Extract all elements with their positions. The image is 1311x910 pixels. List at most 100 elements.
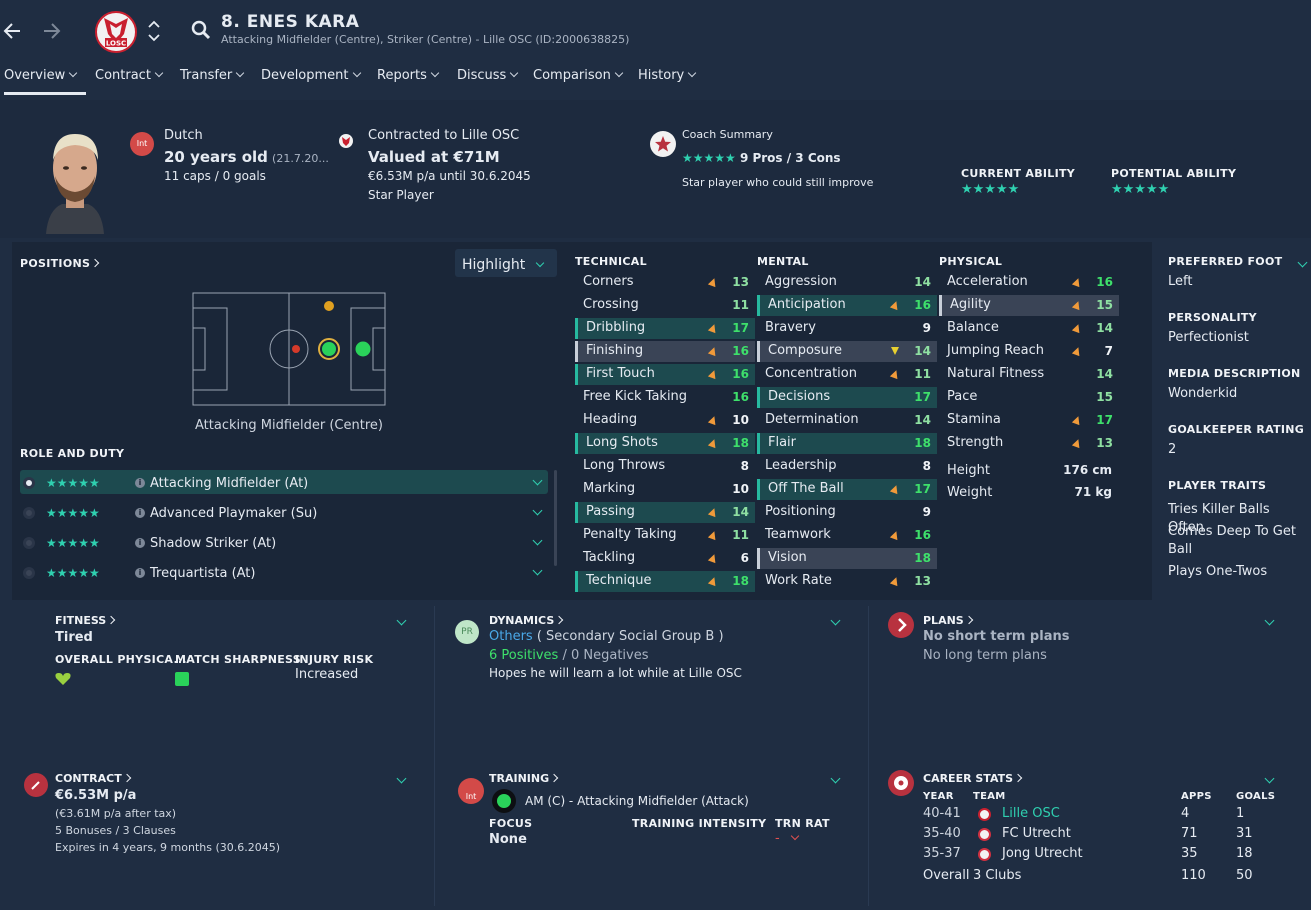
career-team[interactable]: Lille OSC xyxy=(1002,806,1060,821)
attribute-row-crossing[interactable]: Crossing 11 xyxy=(575,295,755,316)
role-duty-dropdown-icon[interactable] xyxy=(532,565,543,576)
attribute-row-determination[interactable]: Determination 14 xyxy=(757,410,937,431)
fitness-dropdown-icon[interactable] xyxy=(396,615,407,626)
attribute-row-pace[interactable]: Pace 15 xyxy=(939,387,1119,408)
info-icon[interactable]: i xyxy=(135,538,145,548)
attribute-row-long-shots[interactable]: Long Shots 18 xyxy=(575,433,755,454)
tab-transfer[interactable]: Transfer xyxy=(180,68,245,83)
info-icon[interactable]: i xyxy=(135,508,145,518)
training-title[interactable]: TRAINING xyxy=(489,772,559,785)
attribute-row-technique[interactable]: Technique 18 xyxy=(575,571,755,592)
attribute-row-decisions[interactable]: Decisions 17 xyxy=(757,387,937,408)
role-radio[interactable] xyxy=(23,507,35,519)
career-stats-title[interactable]: CAREER STATS xyxy=(923,772,1023,785)
attribute-row-flair[interactable]: Flair 18 xyxy=(757,433,937,454)
attribute-row-acceleration[interactable]: Acceleration 16 xyxy=(939,272,1119,293)
plans-arrow-icon[interactable] xyxy=(888,612,914,638)
back-arrow-icon[interactable] xyxy=(2,20,24,42)
attribute-row-marking[interactable]: Marking 10 xyxy=(575,479,755,500)
attribute-name: Anticipation xyxy=(768,297,846,312)
tab-discuss[interactable]: Discuss xyxy=(457,68,519,83)
attribute-row-natural-fitness[interactable]: Natural Fitness 14 xyxy=(939,364,1119,385)
attribute-row-strength[interactable]: Strength 13 xyxy=(939,433,1119,454)
attribute-row-composure[interactable]: Composure 14 xyxy=(757,341,937,362)
career-team[interactable]: Jong Utrecht xyxy=(1002,846,1083,861)
training-dropdown-icon[interactable] xyxy=(830,773,841,784)
role-name: Attacking Midfielder (At) xyxy=(150,476,309,491)
attribute-row-aggression[interactable]: Aggression 14 xyxy=(757,272,937,293)
attribute-row-tackling[interactable]: Tackling 6 xyxy=(575,548,755,569)
attribute-row-vision[interactable]: Vision 18 xyxy=(757,548,937,569)
role-row[interactable]: ★★★★★ i Attacking Midfielder (At) xyxy=(20,475,548,492)
attribute-row-positioning[interactable]: Positioning 9 xyxy=(757,502,937,523)
attribute-name: Natural Fitness xyxy=(947,366,1045,381)
highlight-dropdown[interactable]: Highlight xyxy=(455,249,557,277)
attribute-row-stamina[interactable]: Stamina 17 xyxy=(939,410,1119,431)
short-term-plans: No short term plans xyxy=(923,629,1070,644)
dynamics-dropdown-icon[interactable] xyxy=(830,615,841,626)
attribute-row-leadership[interactable]: Leadership 8 xyxy=(757,456,937,477)
info-icon[interactable]: i xyxy=(135,568,145,578)
club-badge-logo[interactable]: LOSC xyxy=(94,10,138,54)
attribute-row-work-rate[interactable]: Work Rate 13 xyxy=(757,571,937,592)
attribute-row-anticipation[interactable]: Anticipation 16 xyxy=(757,295,937,316)
attribute-row-teamwork[interactable]: Teamwork 16 xyxy=(757,525,937,546)
social-group-link[interactable]: Others xyxy=(489,629,533,644)
fitness-title[interactable]: FITNESS xyxy=(55,614,116,627)
attribute-trend-icon xyxy=(889,299,901,311)
attribute-row-off-the-ball[interactable]: Off The Ball 17 xyxy=(757,479,937,500)
role-radio[interactable] xyxy=(23,567,35,579)
search-icon[interactable] xyxy=(190,19,212,41)
attribute-row-jumping-reach[interactable]: Jumping Reach 7 xyxy=(939,341,1119,362)
attribute-row-balance[interactable]: Balance 14 xyxy=(939,318,1119,339)
attribute-row-free-kick-taking[interactable]: Free Kick Taking 16 xyxy=(575,387,755,408)
career-goals: 31 xyxy=(1236,826,1253,841)
attribute-row-heading[interactable]: Heading 10 xyxy=(575,410,755,431)
tab-development[interactable]: Development xyxy=(261,68,361,83)
role-row[interactable]: ★★★★★ i Trequartista (At) xyxy=(20,565,548,582)
contract-dropdown-icon[interactable] xyxy=(396,773,407,784)
attribute-row-penalty-taking[interactable]: Penalty Taking 11 xyxy=(575,525,755,546)
attribute-name: Strength xyxy=(947,435,1004,450)
contract-bonuses: 5 Bonuses / 3 Clauses xyxy=(55,824,176,837)
attribute-row-dribbling[interactable]: Dribbling 17 xyxy=(575,318,755,339)
age-line: 20 years old (21.7.20... xyxy=(164,148,329,166)
plans-title[interactable]: PLANS xyxy=(923,614,973,627)
role-duty-dropdown-icon[interactable] xyxy=(532,535,543,546)
age: 20 years old xyxy=(164,148,268,166)
tab-comparison[interactable]: Comparison xyxy=(533,68,624,83)
career-dropdown-icon[interactable] xyxy=(1264,773,1275,784)
player-switcher-icon[interactable] xyxy=(147,19,161,43)
tab-history[interactable]: History xyxy=(638,68,697,83)
coach-star-icon xyxy=(650,131,676,157)
attribute-row-bravery[interactable]: Bravery 9 xyxy=(757,318,937,339)
attribute-row-corners[interactable]: Corners 13 xyxy=(575,272,755,293)
role-radio[interactable] xyxy=(23,477,35,489)
role-scrollbar[interactable] xyxy=(554,470,557,566)
role-row[interactable]: ★★★★★ i Shadow Striker (At) xyxy=(20,535,548,552)
forward-arrow-icon[interactable] xyxy=(40,20,62,42)
role-duty-dropdown-icon[interactable] xyxy=(532,505,543,516)
attribute-row-agility[interactable]: Agility 15 xyxy=(939,295,1119,316)
tab-contract[interactable]: Contract xyxy=(95,68,164,83)
tab-reports[interactable]: Reports xyxy=(377,68,440,83)
contract-title[interactable]: CONTRACT xyxy=(55,772,131,785)
role-row[interactable]: ★★★★★ i Advanced Playmaker (Su) xyxy=(20,505,548,522)
attribute-row-finishing[interactable]: Finishing 16 xyxy=(575,341,755,362)
role-duty-dropdown-icon[interactable] xyxy=(532,475,543,486)
attribute-row-passing[interactable]: Passing 14 xyxy=(575,502,755,523)
plans-dropdown-icon[interactable] xyxy=(1264,615,1275,626)
career-year: 35-40 xyxy=(923,826,961,841)
attribute-row-long-throws[interactable]: Long Throws 8 xyxy=(575,456,755,477)
dynamics-title[interactable]: DYNAMICS xyxy=(489,614,564,627)
positions-title[interactable]: POSITIONS xyxy=(20,257,100,270)
role-radio[interactable] xyxy=(23,537,35,549)
coach-summary-title[interactable]: Coach Summary xyxy=(682,128,773,141)
tab-overview[interactable]: Overview xyxy=(4,68,87,95)
career-team[interactable]: FC Utrecht xyxy=(1002,826,1071,841)
attribute-row-first-touch[interactable]: First Touch 16 xyxy=(575,364,755,385)
attribute-row-concentration[interactable]: Concentration 11 xyxy=(757,364,937,385)
training-role[interactable]: AM (C) - Attacking Midfielder (Attack) xyxy=(525,794,749,808)
info-icon[interactable]: i xyxy=(135,478,145,488)
contracted-to[interactable]: Contracted to Lille OSC xyxy=(368,128,520,143)
